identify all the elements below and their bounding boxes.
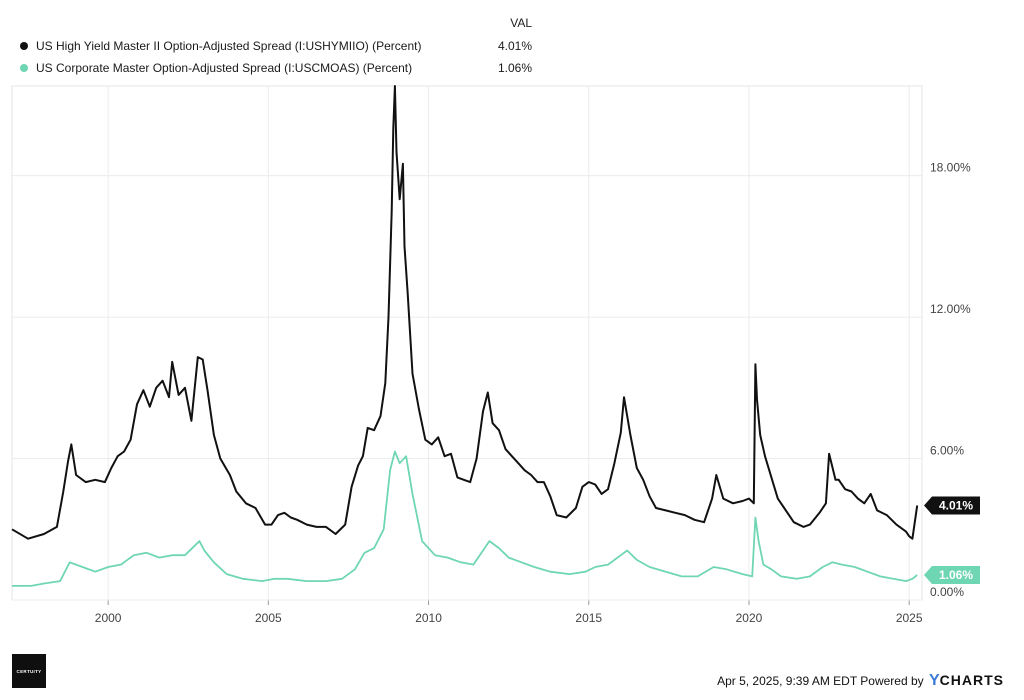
legend-value-header: VAL [510, 16, 532, 30]
x-tick-label: 2020 [736, 611, 763, 625]
certuity-logo: CERTUITY [12, 654, 46, 688]
end-value-tag-high-yield: 4.01% [924, 496, 980, 515]
end-value-tag-bg [924, 496, 980, 515]
x-tick-label: 2005 [255, 611, 282, 625]
series-line-corporate [12, 450, 918, 587]
ycharts-logo-text: CHARTS [939, 672, 1004, 688]
end-value-tag-corporate: 1.06% [924, 566, 980, 585]
series-dot-icon [20, 42, 28, 50]
plot-frame [11, 85, 923, 601]
footer-timestamp: Apr 5, 2025, 9:39 AM EDT Powered by [717, 674, 924, 688]
end-value-tag-label: 1.06% [939, 568, 973, 582]
y-tick-label: 18.00% [930, 161, 971, 175]
x-tick-label: 2010 [415, 611, 442, 625]
ycharts-logo-y: Y [928, 672, 940, 689]
x-tick-label: 2015 [575, 611, 602, 625]
legend-item-value: 1.06% [497, 61, 532, 75]
legend-item-value: 4.01% [497, 39, 532, 53]
series-line-high-yield [11, 85, 919, 540]
end-value-tag-label: 4.01% [939, 498, 973, 512]
x-tick-label: 2025 [896, 611, 923, 625]
legend-item-label: US Corporate Master Option-Adjusted Spre… [36, 61, 413, 75]
legend-item-label: US High Yield Master II Option-Adjusted … [36, 39, 422, 53]
series-dot-icon [20, 64, 28, 72]
footer-attribution: Apr 5, 2025, 9:39 AM EDT Powered by YCHA… [717, 672, 1004, 690]
y-tick-label: 0.00% [930, 585, 964, 599]
x-tick-label: 2000 [95, 611, 122, 625]
y-tick-label: 12.00% [930, 302, 971, 316]
y-tick-label: 6.00% [930, 444, 964, 458]
end-value-tag-bg [924, 566, 980, 585]
